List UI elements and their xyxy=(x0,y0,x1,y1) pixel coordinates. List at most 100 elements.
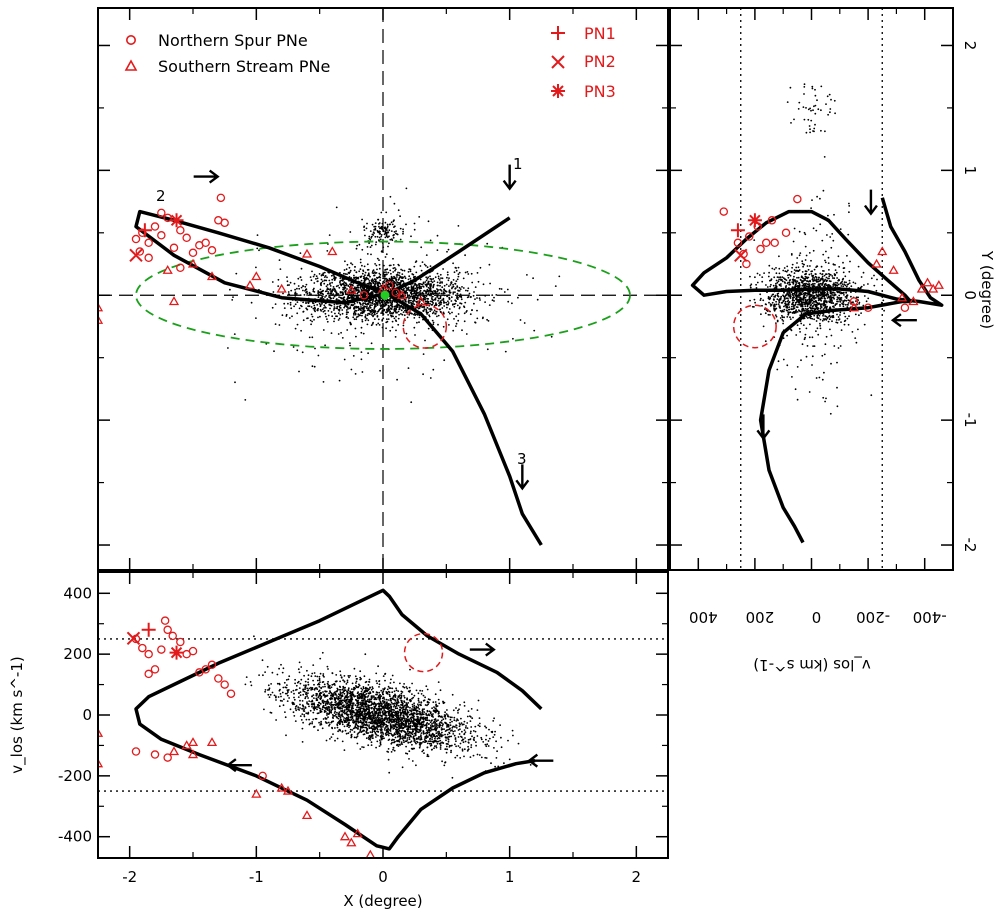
sky-star-point xyxy=(436,284,439,287)
sky-star-point xyxy=(418,286,420,288)
yv-star-point xyxy=(800,311,803,313)
sky-star-point xyxy=(376,277,379,279)
sky-star-point xyxy=(369,238,372,241)
sky-star-point xyxy=(416,288,419,291)
yv-star-point xyxy=(813,105,815,108)
yv-star-point xyxy=(837,283,840,286)
sky-star-point xyxy=(399,276,402,278)
yv-star-point xyxy=(865,300,868,303)
sky-star-point xyxy=(309,276,312,278)
yv-star-point xyxy=(814,112,817,115)
sky-star-point xyxy=(402,230,404,233)
sky-star-point xyxy=(303,294,306,296)
yv-star-point xyxy=(797,276,800,279)
yv-star-point xyxy=(867,283,869,285)
yv-star-point xyxy=(841,280,843,283)
yv-star-point xyxy=(785,297,788,300)
yv-star-point xyxy=(839,303,841,306)
yv-star-point xyxy=(824,318,826,320)
yv-star-point xyxy=(792,311,795,314)
sky-star-point xyxy=(431,298,433,301)
yv-star-point xyxy=(785,286,787,289)
sky-star-point xyxy=(441,299,443,301)
yv-star-point xyxy=(848,279,851,282)
sky-star-point xyxy=(423,306,426,308)
sky-star-point xyxy=(380,227,383,230)
sky-star-point xyxy=(448,308,451,310)
sky-northern-spur-pn xyxy=(385,281,394,290)
sky-star-point xyxy=(464,271,467,274)
sky-star-point xyxy=(420,246,423,249)
sky-star-point xyxy=(431,292,434,295)
sky-star-point xyxy=(376,268,378,271)
yv-star-point xyxy=(755,283,757,286)
xv-star-point xyxy=(397,704,400,707)
yv-star-point xyxy=(835,321,838,324)
sky-star-point xyxy=(452,283,454,286)
sky-star-point xyxy=(379,302,381,305)
sky-star-point xyxy=(361,314,363,317)
sky-star-point xyxy=(324,296,326,298)
xv-star-point xyxy=(409,706,411,709)
yv-star-point xyxy=(767,313,770,316)
xv-star-point xyxy=(384,673,386,675)
yv-star-point xyxy=(803,317,806,320)
sky-star-point xyxy=(379,227,381,230)
sky-star-point xyxy=(429,302,431,305)
sky-star-point xyxy=(378,297,380,300)
yv-star-point xyxy=(783,305,785,308)
xv-star-point xyxy=(301,727,304,730)
sky-star-point xyxy=(375,305,377,307)
sky-star-point xyxy=(347,317,350,319)
sky-star-point xyxy=(463,320,466,323)
sky-star-point xyxy=(357,277,360,280)
yv-star-point xyxy=(753,298,756,301)
sky-star-point xyxy=(321,290,324,293)
yv-y-tick-label: -1 xyxy=(961,413,979,428)
sky-star-point xyxy=(457,289,459,292)
yv-star-point xyxy=(779,317,782,319)
sky-star-point xyxy=(390,230,393,233)
sky-star-point xyxy=(381,326,384,329)
yv-x-tick-label: 200 xyxy=(746,608,775,626)
yv-star-point xyxy=(829,316,832,319)
yv-star-point xyxy=(836,284,839,287)
yv-star-point xyxy=(790,270,793,273)
yv-star-point xyxy=(819,318,822,321)
sky-star-point xyxy=(364,302,367,304)
sky-star-point xyxy=(443,312,445,315)
sky-star-point xyxy=(301,351,304,354)
xv-star-point xyxy=(467,710,470,712)
sky-star-point xyxy=(374,228,377,231)
sky-star-point xyxy=(322,329,325,331)
xv-star-point xyxy=(295,709,298,712)
yv-star-point xyxy=(815,300,817,303)
sky-star-point xyxy=(372,321,374,324)
sky-star-point xyxy=(379,273,382,276)
sky-star-point xyxy=(337,319,340,321)
sky-star-point xyxy=(446,276,448,279)
xv-star-point xyxy=(277,696,280,698)
yv-star-point xyxy=(804,333,807,336)
yv-star-point xyxy=(831,300,833,303)
sky-star-point xyxy=(366,222,368,225)
sky-southern-stream-pn xyxy=(276,283,287,293)
sky-star-point xyxy=(374,303,377,306)
sky-star-point xyxy=(392,220,395,223)
yv-star-point xyxy=(778,299,780,302)
sky-star-point xyxy=(429,300,432,303)
sky-star-point xyxy=(316,277,319,280)
sky-star-point xyxy=(362,293,365,296)
sky-star-point xyxy=(330,304,333,307)
sky-star-point xyxy=(419,305,422,307)
yv-star-point xyxy=(812,283,814,285)
yv-star-point xyxy=(824,297,826,300)
sky-star-point xyxy=(369,230,372,233)
sky-star-point xyxy=(293,305,295,308)
sky-star-point xyxy=(431,303,434,306)
sky-star-point xyxy=(274,303,277,305)
yv-northern-spur-pn xyxy=(756,244,765,254)
yv-southern-stream-pn xyxy=(916,283,927,293)
sky-star-point xyxy=(403,275,406,278)
sky-star-point xyxy=(385,234,388,237)
